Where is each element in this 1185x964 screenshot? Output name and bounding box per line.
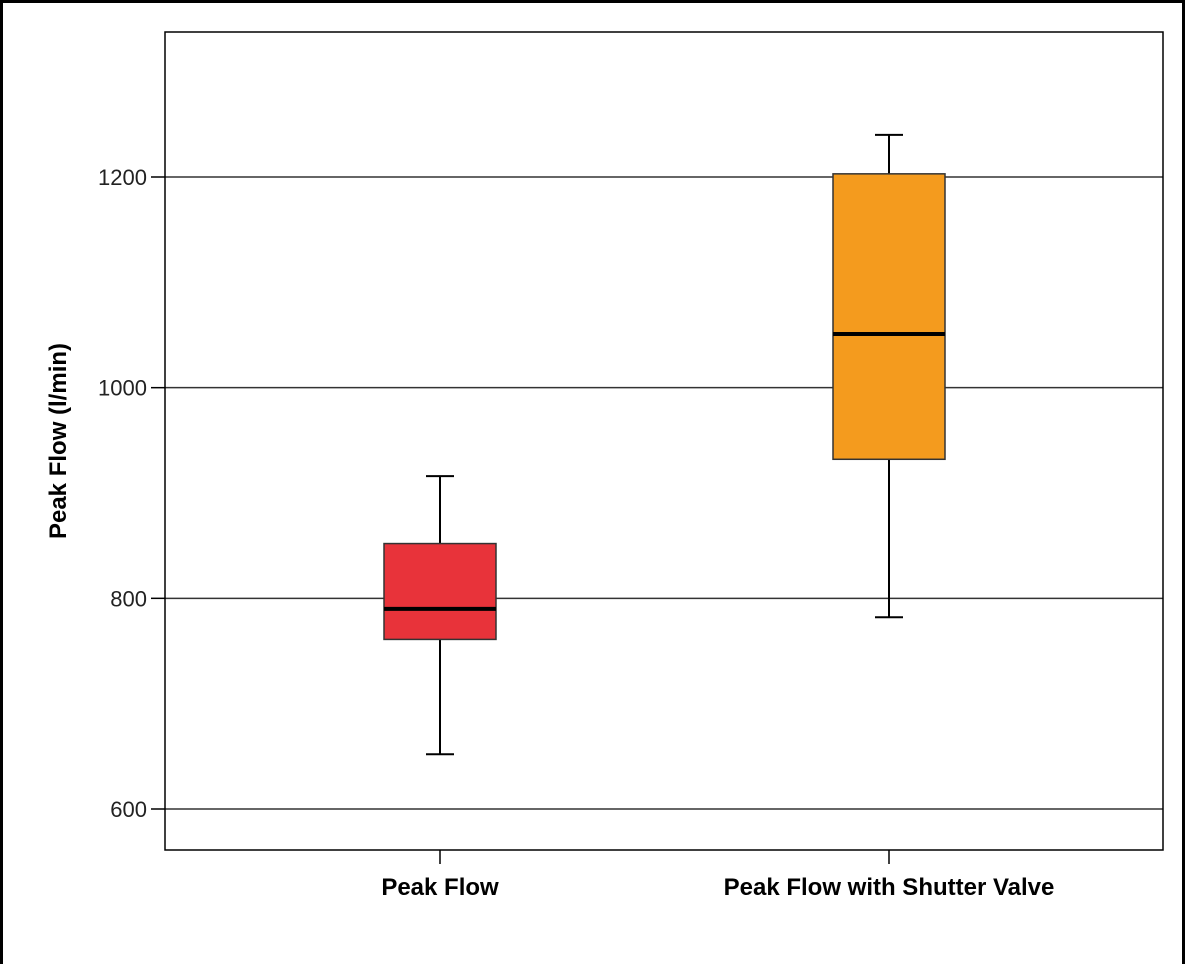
iqr-box	[832, 173, 946, 461]
y-axis-title: Peak Flow (l/min)	[45, 343, 72, 539]
y-axis-ticks: 600 800 1000 1200	[98, 165, 165, 822]
y-tick-label-600: 600	[110, 797, 147, 822]
gridlines	[165, 176, 1163, 810]
x-axis-ticks: Peak Flow Peak Flow with Shutter Valve	[381, 850, 1054, 901]
x-tick-label-1: Peak Flow with Shutter Valve	[724, 874, 1055, 901]
box-series	[383, 133, 946, 756]
y-tick-label-1000: 1000	[98, 376, 147, 401]
y-tick-label-800: 800	[110, 586, 147, 611]
plot-area	[164, 31, 1164, 851]
x-tick-label-0: Peak Flow	[381, 874, 499, 901]
y-tick-label-1200: 1200	[98, 165, 147, 190]
box-1	[832, 133, 946, 619]
iqr-box	[383, 542, 497, 641]
box-0	[383, 475, 497, 756]
